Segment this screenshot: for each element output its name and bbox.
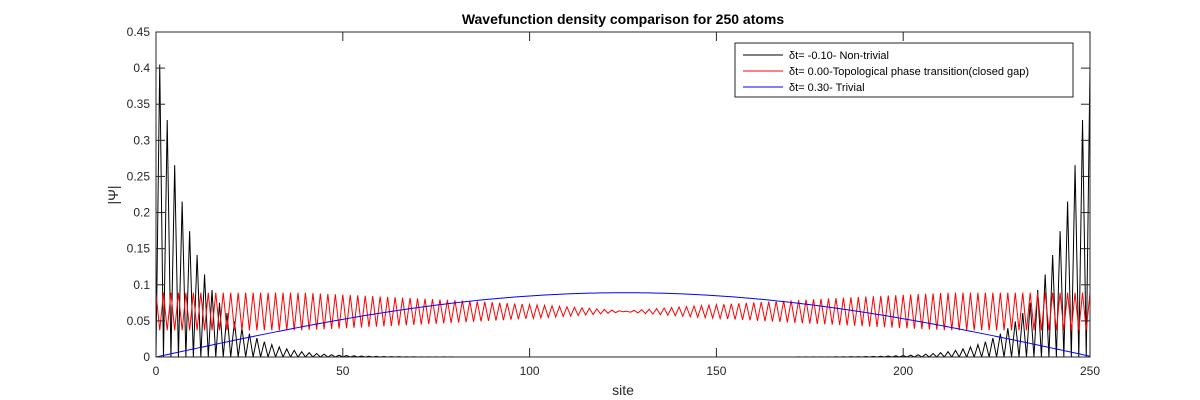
x-tick-label: 200 — [893, 364, 913, 378]
legend: δt= -0.10- Non-trivial δt= 0.00-Topologic… — [734, 42, 1074, 98]
y-tick-label: 0.4 — [133, 61, 150, 75]
series-layer — [156, 64, 1090, 357]
legend-entry-2: δt= 0.30- Trivial — [789, 82, 865, 94]
legend-box — [734, 42, 1074, 98]
y-tick-label: 0.05 — [127, 314, 151, 328]
y-axis: 0 0.05 0.1 0.15 0.2 0.25 0.3 0.35 0.4 0.45 — [127, 25, 1090, 364]
y-tick-label: 0.2 — [133, 206, 150, 220]
series-line-0 — [156, 64, 1090, 357]
x-tick-label: 50 — [336, 364, 350, 378]
series-line-1 — [156, 292, 1090, 331]
x-axis-label: site — [612, 382, 634, 398]
plot-frame — [155, 31, 1091, 358]
legend-entry-0: δt= -0.10- Non-trivial — [789, 50, 889, 62]
x-tick-label: 100 — [520, 364, 540, 378]
y-tick-label: 0.3 — [133, 133, 150, 147]
chart-title: Wavefunction density comparison for 250 … — [462, 11, 785, 27]
y-axis-label: |Ψ| — [105, 186, 121, 205]
y-tick-label: 0.45 — [127, 25, 151, 39]
y-tick-label: 0.15 — [127, 242, 151, 256]
y-tick-label: 0.35 — [127, 97, 151, 111]
legend-entry-1: δt= 0.00-Topological phase transition(cl… — [789, 66, 1029, 78]
x-tick-label: 150 — [706, 364, 726, 378]
x-tick-label: 0 — [153, 364, 160, 378]
y-tick-label: 0.25 — [127, 169, 151, 183]
y-tick-label: 0.1 — [133, 278, 150, 292]
y-tick-label: 0 — [143, 350, 150, 364]
x-axis: 0 50 100 150 200 250 — [153, 32, 1100, 378]
series-line-2 — [156, 292, 1090, 357]
x-tick-label: 250 — [1080, 364, 1100, 378]
